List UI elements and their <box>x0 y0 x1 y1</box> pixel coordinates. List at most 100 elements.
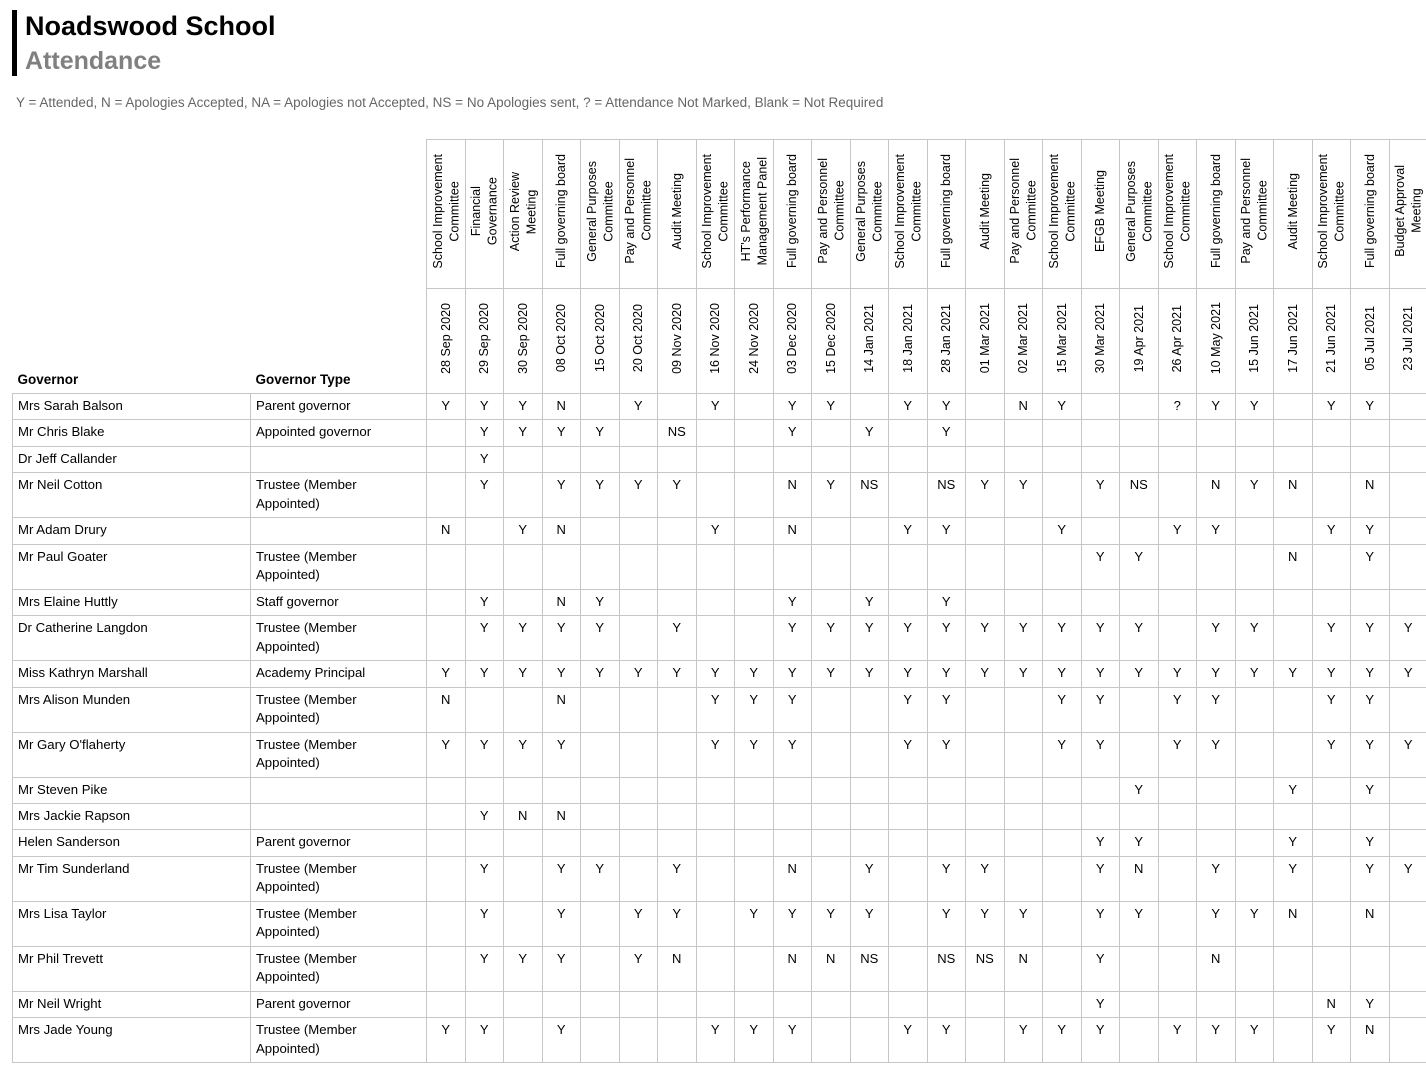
governor-name-cell: Mrs Alison Munden <box>13 687 251 732</box>
attendance-cell <box>889 420 928 446</box>
attendance-cell: Y <box>1081 991 1120 1017</box>
attendance-cell <box>889 473 928 518</box>
governor-name-cell: Mr Gary O'flaherty <box>13 732 251 777</box>
meeting-type-header: EFGB Meeting <box>1081 139 1120 288</box>
attendance-cell: Y <box>1351 616 1390 661</box>
attendance-cell <box>619 420 658 446</box>
attendance-cell <box>773 446 812 472</box>
attendance-cell: N <box>773 856 812 901</box>
attendance-cell: Y <box>735 661 774 687</box>
attendance-cell <box>773 830 812 856</box>
attendance-cell <box>1389 446 1426 472</box>
attendance-cell <box>735 616 774 661</box>
attendance-cell: Y <box>1081 830 1120 856</box>
attendance-cell <box>427 946 466 991</box>
attendance-cell <box>1274 446 1313 472</box>
attendance-cell: Y <box>1351 830 1390 856</box>
attendance-cell: Y <box>1389 732 1426 777</box>
attendance-cell: Y <box>1235 473 1274 518</box>
attendance-cell <box>735 544 774 589</box>
attendance-cell: N <box>812 946 851 991</box>
attendance-cell: Y <box>773 732 812 777</box>
meeting-date-header: 28 Sep 2020 <box>427 288 466 393</box>
attendance-cell <box>1389 544 1426 589</box>
meeting-date-label: 24 Nov 2020 <box>746 303 762 374</box>
attendance-cell: NS <box>1120 473 1159 518</box>
attendance-cell: N <box>773 946 812 991</box>
attendance-cell <box>1158 616 1197 661</box>
attendance-cell <box>1274 420 1313 446</box>
attendance-cell: Y <box>927 589 966 615</box>
meeting-date-header: 15 Dec 2020 <box>812 288 851 393</box>
attendance-cell: Y <box>1389 616 1426 661</box>
attendance-cell <box>658 777 697 803</box>
attendance-cell <box>889 991 928 1017</box>
attendance-cell <box>1120 420 1159 446</box>
attendance-cell: Y <box>927 901 966 946</box>
attendance-cell: Y <box>1158 518 1197 544</box>
meeting-date-label: 26 Apr 2021 <box>1169 305 1185 372</box>
attendance-cell: Y <box>1081 732 1120 777</box>
attendance-cell: Y <box>1043 518 1082 544</box>
governor-name-cell: Miss Kathryn Marshall <box>13 661 251 687</box>
governor-type-cell: Trustee (Member Appointed) <box>251 473 427 518</box>
meeting-type-label: Full governing board <box>784 154 800 268</box>
attendance-cell: Y <box>465 946 504 991</box>
attendance-cell <box>735 473 774 518</box>
attendance-cell: Y <box>1235 616 1274 661</box>
attendance-cell: Y <box>581 473 620 518</box>
attendance-cell <box>927 830 966 856</box>
attendance-cell <box>1158 777 1197 803</box>
attendance-cell <box>427 777 466 803</box>
attendance-cell: Y <box>427 393 466 419</box>
meeting-type-label: General Purposes Committee <box>1123 161 1156 262</box>
attendance-cell <box>504 901 543 946</box>
attendance-cell <box>1081 518 1120 544</box>
attendance-cell <box>850 732 889 777</box>
attendance-cell: Y <box>504 518 543 544</box>
attendance-cell <box>619 589 658 615</box>
meeting-type-label: Full governing board <box>553 154 569 268</box>
attendance-cell: Y <box>1158 1018 1197 1063</box>
meeting-type-label: Full governing board <box>1362 154 1378 268</box>
meeting-date-header: 15 Mar 2021 <box>1043 288 1082 393</box>
attendance-cell <box>1043 777 1082 803</box>
attendance-cell <box>850 446 889 472</box>
governor-name-cell: Mrs Jackie Rapson <box>13 803 251 829</box>
meeting-type-header: Audit Meeting <box>658 139 697 288</box>
attendance-cell: Y <box>1197 393 1236 419</box>
attendance-cell <box>966 544 1005 589</box>
meeting-date-label: 29 Sep 2020 <box>476 303 492 374</box>
attendance-cell: Y <box>812 393 851 419</box>
meeting-type-label: School Improvement Committee <box>1046 154 1079 269</box>
attendance-cell <box>966 687 1005 732</box>
attendance-cell: N <box>1197 946 1236 991</box>
attendance-cell: Y <box>1274 856 1313 901</box>
meeting-date-label: 15 Oct 2020 <box>592 304 608 372</box>
attendance-cell: Y <box>658 856 697 901</box>
attendance-cell: N <box>1312 991 1351 1017</box>
attendance-cell: Y <box>1043 393 1082 419</box>
attendance-cell: Y <box>1043 1018 1082 1063</box>
attendance-cell: Y <box>465 589 504 615</box>
meeting-date-label: 01 Mar 2021 <box>977 303 993 373</box>
attendance-cell: Y <box>1197 1018 1236 1063</box>
attendance-cell <box>889 856 928 901</box>
attendance-cell <box>1004 830 1043 856</box>
governor-type-cell: Parent governor <box>251 393 427 419</box>
attendance-cell: Y <box>542 420 581 446</box>
meeting-type-label: Financial Governance <box>468 177 501 245</box>
meeting-type-header: School Improvement Committee <box>1312 139 1351 288</box>
attendance-cell <box>735 946 774 991</box>
attendance-cell: Y <box>1004 1018 1043 1063</box>
attendance-cell: Y <box>1081 1018 1120 1063</box>
attendance-cell <box>1120 446 1159 472</box>
governor-type-column-header: Governor Type <box>251 288 427 393</box>
attendance-cell: Y <box>1351 732 1390 777</box>
attendance-cell: Y <box>850 661 889 687</box>
attendance-cell <box>850 1018 889 1063</box>
